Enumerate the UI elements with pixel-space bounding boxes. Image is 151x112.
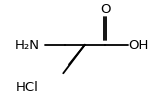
Text: HCl: HCl [16,80,39,93]
Text: O: O [100,3,111,16]
Text: OH: OH [128,39,148,52]
Text: H₂N: H₂N [15,39,40,52]
